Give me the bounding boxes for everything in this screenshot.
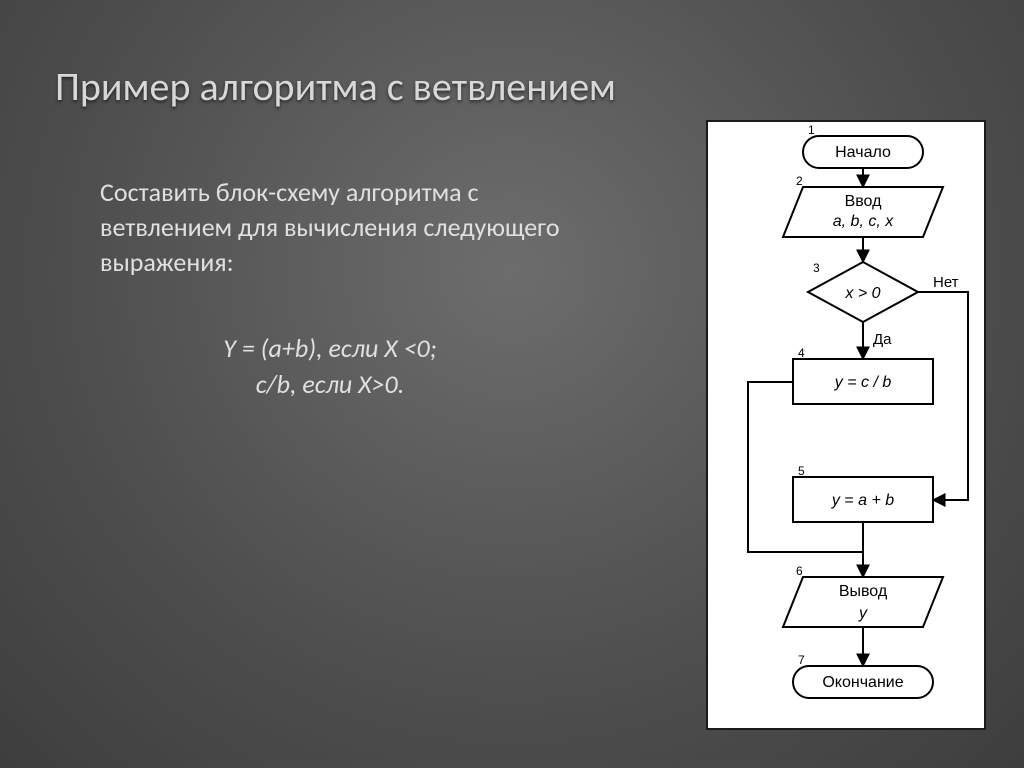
svg-text:x > 0: x > 0: [844, 285, 880, 302]
edge-label-no: Нет: [933, 274, 959, 291]
node-process-2: 5 y = a + b: [793, 464, 933, 522]
svg-text:1: 1: [808, 123, 815, 137]
svg-text:Ввод: Ввод: [845, 193, 883, 210]
svg-text:2: 2: [796, 174, 803, 188]
svg-text:7: 7: [798, 653, 805, 667]
node-decision: 3 x > 0: [808, 261, 918, 322]
flowchart-svg: Да Нет 1 Начало 2 Ввод a, b, c, x 3 x > …: [708, 122, 984, 728]
node-start: 1 Начало: [803, 123, 923, 168]
svg-text:Вывод: Вывод: [839, 583, 888, 600]
svg-text:y: y: [858, 605, 868, 622]
slide-title: Пример алгоритма с ветвлением: [55, 62, 616, 111]
edge-label-yes: Да: [873, 331, 892, 348]
svg-text:5: 5: [798, 464, 805, 478]
slide-description: Составить блок-схему алгоритма с ветвлен…: [100, 175, 560, 280]
slide-formula: Y = (a+b), если X <0; c/b, если X>0.: [100, 330, 560, 403]
formula-line-1: Y = (a+b), если X <0;: [100, 330, 560, 366]
svg-text:a, b, c, x: a, b, c, x: [833, 213, 894, 230]
svg-text:4: 4: [798, 346, 805, 360]
svg-text:y = c / b: y = c / b: [834, 374, 892, 391]
svg-text:3: 3: [813, 261, 820, 275]
formula-line-2: c/b, если X>0.: [100, 366, 560, 402]
flowchart-panel: Да Нет 1 Начало 2 Ввод a, b, c, x 3 x > …: [706, 120, 986, 730]
svg-text:y = a + b: y = a + b: [831, 492, 894, 509]
svg-text:Начало: Начало: [835, 144, 891, 161]
svg-text:Окончание: Окончание: [822, 674, 903, 691]
svg-text:6: 6: [796, 564, 803, 578]
